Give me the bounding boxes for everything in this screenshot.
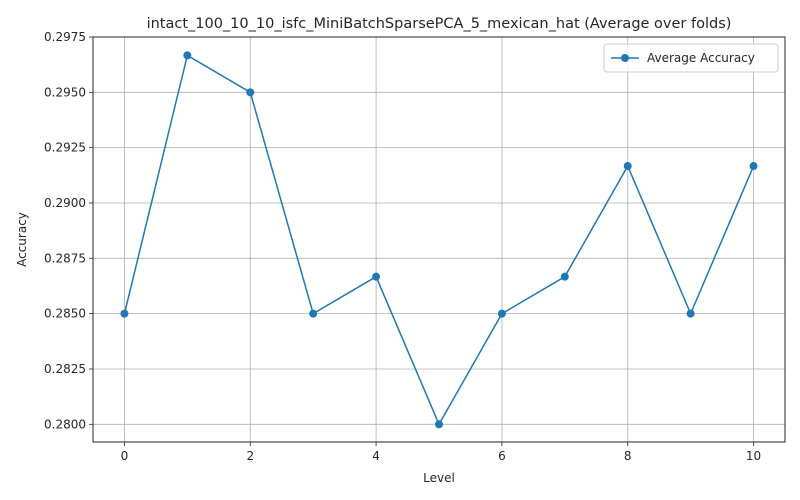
data-point [435,420,443,429]
legend-label: Average Accuracy [647,51,755,65]
y-axis: 0.2800 0.2825 0.2850 0.2875 0.2900 0.2925 0.29… [44,30,93,431]
data-point [372,272,381,281]
data-point [497,309,506,318]
x-tick-label: 6 [498,449,506,463]
y-tick-label: 0.2825 [44,362,86,376]
legend-marker [621,54,629,62]
y-tick-label: 0.2800 [44,417,86,431]
data-point [309,309,318,318]
legend: Average Accuracy [603,43,779,73]
y-tick-label: 0.2975 [44,30,86,44]
y-tick-label: 0.2950 [44,85,86,99]
x-tick-label: 2 [246,449,254,463]
x-tick-label: 10 [746,449,761,463]
x-tick-label: 0 [121,449,129,463]
plot-frame [92,36,786,443]
series-group [120,51,758,429]
data-point [120,309,129,318]
y-tick-label: 0.2875 [44,251,86,265]
data-point [246,88,255,97]
chart-title: intact_100_10_10_isfc_MiniBatchSparsePCA… [147,16,732,32]
data-point [686,309,695,318]
data-point [623,162,632,171]
y-axis-label: Accuracy [15,212,29,267]
x-tick-label: 4 [372,449,380,463]
data-point [560,272,569,281]
data-point [183,51,192,60]
x-axis: 0 2 4 6 8 10 [121,442,761,463]
x-tick-label: 8 [624,449,632,463]
legend-box [603,43,779,73]
x-axis-label: Level [423,471,455,485]
y-tick-label: 0.2850 [44,307,86,321]
data-point [749,162,758,171]
y-tick-label: 0.2900 [44,196,86,210]
y-tick-label: 0.2925 [44,141,86,155]
